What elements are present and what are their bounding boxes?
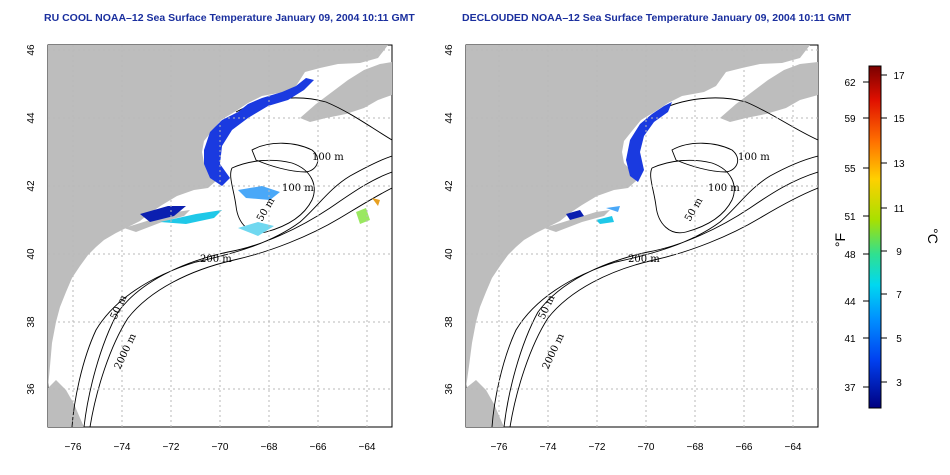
lon-tick-label: −74: [540, 442, 557, 453]
lat-tick-label: 42: [26, 180, 37, 192]
long-island: [544, 210, 610, 232]
contour-label: 100 m: [708, 183, 740, 194]
land-mass: [466, 45, 810, 388]
lat-tick-label: 38: [26, 316, 37, 328]
f-tick-label: 41: [844, 334, 856, 345]
celsius-unit-label: °C: [925, 228, 941, 244]
lat-tick-label: 42: [444, 180, 455, 192]
c-tick-label: 3: [896, 378, 902, 389]
lon-tick-label: −74: [114, 442, 131, 453]
lon-tick-label: −76: [65, 442, 82, 453]
lat-tick-label: 40: [444, 248, 455, 260]
c-tick-label: 5: [896, 334, 902, 345]
c-tick-label: 13: [893, 159, 905, 170]
right-lon-axis: −76 −74 −72 −70 −68 −66 −64: [491, 442, 802, 453]
chesapeake-shore: [48, 380, 84, 427]
land-mass: [48, 45, 388, 388]
colorbar-gradient: [868, 65, 882, 409]
lat-tick-label: 36: [444, 383, 455, 395]
right-map-grid: [466, 45, 818, 427]
f-tick-label: 48: [844, 250, 856, 261]
c-tick-label: 9: [896, 247, 902, 258]
c-tick-label: 11: [894, 204, 905, 215]
lon-tick-label: −64: [785, 442, 802, 453]
lon-tick-label: −72: [589, 442, 606, 453]
c-tick-label: 7: [896, 290, 902, 301]
contour-label: 200 m: [200, 254, 232, 265]
c-tick-label: 15: [893, 114, 905, 125]
lat-tick-label: 44: [444, 112, 455, 124]
left-lat-axis: 36 38 40 42 44 46: [26, 44, 37, 395]
f-tick-label: 59: [844, 114, 856, 125]
sst-cold-patch: [204, 78, 314, 186]
lon-tick-label: −68: [261, 442, 278, 453]
sst-warm-patch: [372, 198, 380, 206]
right-map: 100 m 100 m 50 m 200 m 50 m 2000 m −76 −…: [444, 44, 819, 453]
left-map-title: RU COOL NOAA–12 Sea Surface Temperature …: [44, 12, 415, 24]
lat-tick-label: 46: [26, 44, 37, 56]
lon-tick-label: −64: [359, 442, 376, 453]
colorbar-ticks: [863, 74, 887, 388]
left-map: 100 m 100 m 50 m 200 m 50 m 2000 m −76 −…: [26, 44, 393, 453]
lon-tick-label: −66: [310, 442, 327, 453]
celsius-tick-labels: 17 15 13 11 9 7 5 3: [893, 71, 905, 389]
fahrenheit-unit-label: °F: [832, 233, 848, 247]
lat-tick-label: 46: [444, 44, 455, 56]
right-lat-axis: 36 38 40 42 44 46: [444, 44, 455, 395]
sst-cold-patch: [626, 102, 672, 182]
lon-tick-label: −70: [212, 442, 229, 453]
lon-tick-label: −66: [736, 442, 753, 453]
colorbar: 62 59 55 51 48 44 41 37 17 15 13 11 9 7 …: [832, 65, 941, 409]
lon-tick-label: −70: [638, 442, 655, 453]
right-map-title: DECLOUDED NOAA–12 Sea Surface Temperatur…: [462, 12, 852, 24]
sst-warm-patch: [238, 222, 274, 236]
lat-tick-label: 36: [26, 383, 37, 395]
f-tick-label: 51: [844, 212, 856, 223]
left-lon-axis: −76 −74 −72 −70 −68 −66 −64: [65, 442, 376, 453]
fahrenheit-tick-labels: 62 59 55 51 48 44 41 37: [844, 78, 856, 394]
f-tick-label: 44: [844, 297, 856, 308]
lon-tick-label: −68: [687, 442, 704, 453]
bathymetry-contours: [71, 97, 392, 427]
sst-warm-patch: [160, 210, 222, 224]
lon-tick-label: −76: [491, 442, 508, 453]
contour-label: 200 m: [628, 254, 660, 265]
lat-tick-label: 44: [26, 112, 37, 124]
lat-tick-label: 40: [26, 248, 37, 260]
contour-label: 100 m: [738, 152, 770, 163]
bathymetry-contours: [491, 97, 818, 427]
lat-tick-label: 38: [444, 316, 455, 328]
contour-label: 100 m: [282, 183, 314, 194]
f-tick-label: 62: [844, 78, 856, 89]
sst-warm-patch: [596, 216, 614, 224]
f-tick-label: 37: [844, 383, 856, 394]
sst-warm-patch: [606, 206, 620, 212]
contour-label: 100 m: [312, 152, 344, 163]
left-map-grid: [48, 45, 392, 427]
lon-tick-label: −72: [163, 442, 180, 453]
sst-cold-patch: [140, 206, 186, 222]
nova-scotia: [300, 62, 392, 122]
sst-cold-patch: [566, 210, 584, 220]
f-tick-label: 55: [844, 164, 856, 175]
c-tick-label: 17: [893, 71, 905, 82]
chesapeake-shore: [466, 380, 504, 427]
